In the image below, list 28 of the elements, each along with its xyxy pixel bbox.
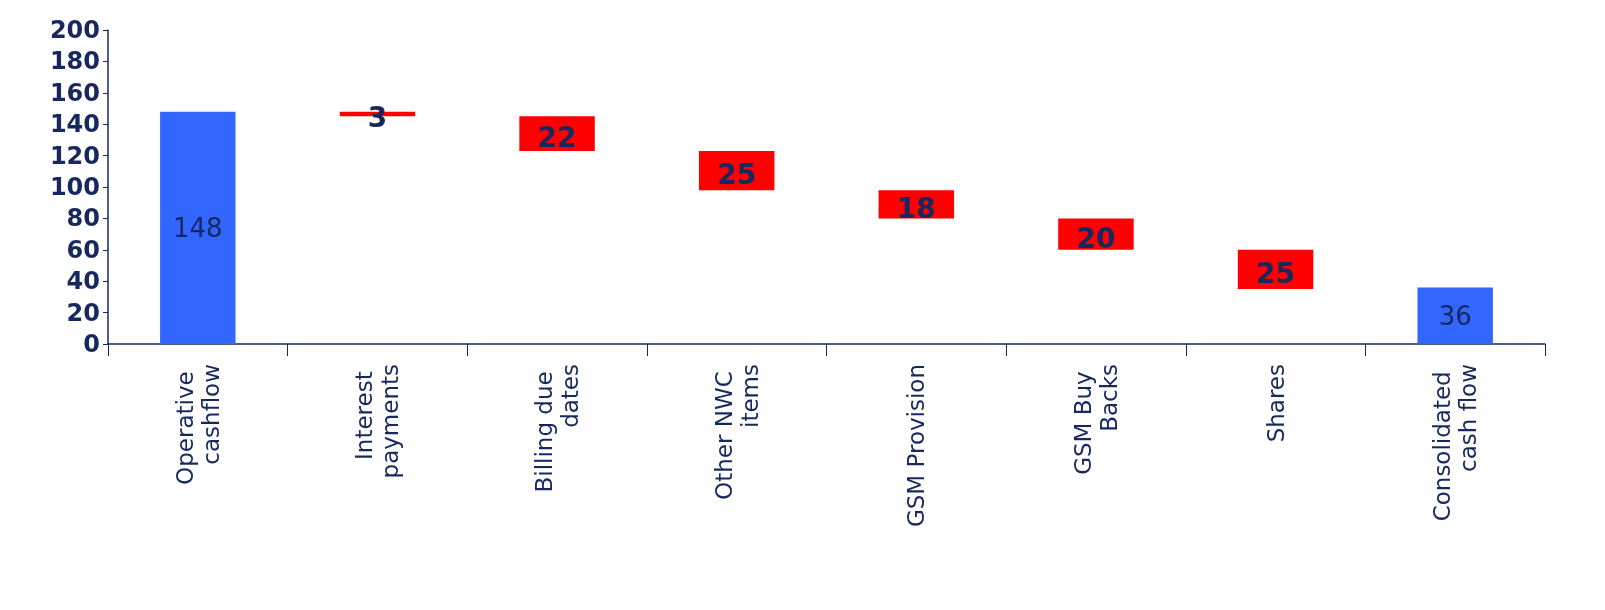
y-tick-label: 160 bbox=[49, 78, 100, 107]
y-tick-label: 100 bbox=[49, 173, 100, 201]
x-tick-label: GSM Buy Backs bbox=[1069, 364, 1122, 475]
x-tick-label: Billing due dates bbox=[531, 364, 584, 493]
y-tick-label: 0 bbox=[83, 330, 100, 358]
data-label: 22 bbox=[537, 121, 577, 155]
x-tick-label: Operative cashflow bbox=[171, 364, 224, 485]
y-tick-label: 80 bbox=[66, 204, 100, 233]
y-tick-label: 180 bbox=[49, 47, 100, 76]
data-label: 25 bbox=[717, 158, 757, 192]
y-tick-label: 20 bbox=[66, 298, 100, 327]
y-tick-label: 60 bbox=[66, 235, 100, 264]
x-tick-label: Shares bbox=[1262, 364, 1289, 443]
y-tick-label: 40 bbox=[66, 267, 100, 296]
y-tick-label: 200 bbox=[49, 16, 100, 44]
data-label: 25 bbox=[1256, 256, 1296, 290]
bar bbox=[160, 111, 236, 344]
data-label: 18 bbox=[896, 191, 936, 225]
data-label: 20 bbox=[1076, 221, 1116, 255]
y-tick-label: 120 bbox=[49, 141, 100, 170]
x-tick-label: Other NWC items bbox=[710, 364, 763, 500]
data-label: 148 bbox=[172, 212, 223, 243]
x-tick-label: Interest payments bbox=[351, 364, 404, 479]
bar bbox=[1417, 287, 1493, 344]
x-tick-label: Consolidated cash flow bbox=[1429, 364, 1482, 522]
x-tick-label: GSM Provision bbox=[903, 364, 930, 528]
y-tick-label: 140 bbox=[49, 110, 100, 139]
data-label: 36 bbox=[1438, 300, 1472, 331]
